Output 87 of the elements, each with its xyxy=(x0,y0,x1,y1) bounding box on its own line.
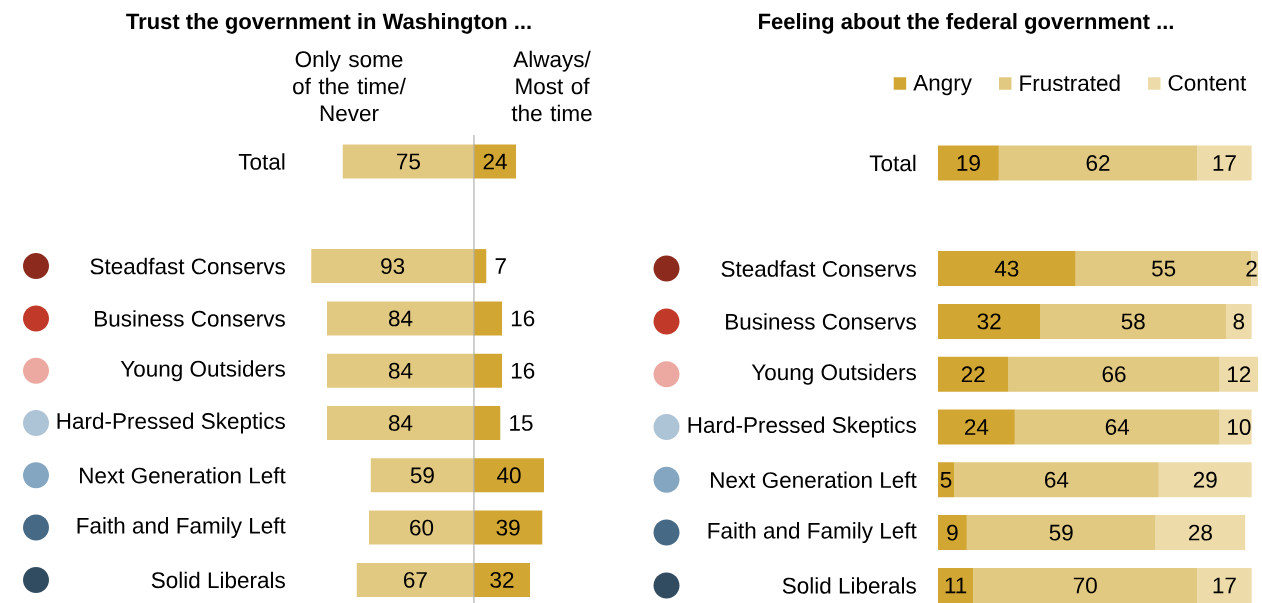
data-label: 67 xyxy=(404,571,427,588)
data-label: 17 xyxy=(1213,155,1236,171)
bar xyxy=(1226,303,1252,339)
bar xyxy=(938,251,1076,287)
bar xyxy=(1155,515,1246,551)
data-label: 75 xyxy=(397,153,420,170)
data-label: 24 xyxy=(965,419,989,435)
data-label: 9 xyxy=(947,524,958,541)
bar xyxy=(1008,356,1220,392)
bar xyxy=(954,462,1159,498)
y-tick-label: Faith and Family Left xyxy=(708,522,917,544)
data-label: 11 xyxy=(945,577,967,594)
data-label: 60 xyxy=(410,519,434,536)
bar xyxy=(938,567,974,603)
bar xyxy=(938,515,967,551)
legend-label: Frustrated xyxy=(1020,74,1120,92)
data-label: 22 xyxy=(961,366,985,383)
data-label: 59 xyxy=(410,467,434,484)
data-label: 84 xyxy=(388,415,413,431)
data-label: 32 xyxy=(490,571,514,588)
y-tick-label: Young Outsiders xyxy=(120,360,285,382)
data-label: 2 xyxy=(1246,260,1257,277)
bar xyxy=(1197,567,1252,603)
data-label: 24 xyxy=(483,153,507,170)
data-label: 43 xyxy=(994,260,1019,277)
bar xyxy=(938,409,1015,445)
y-tick-label: Next Generation Left xyxy=(711,471,917,489)
data-label: 8 xyxy=(1233,313,1245,330)
bar xyxy=(973,567,1198,603)
bar xyxy=(966,515,1156,551)
data-label: 39 xyxy=(496,519,520,536)
y-tick-label: Solid Liberals xyxy=(782,577,916,594)
data-label: 58 xyxy=(1121,313,1145,330)
y-tick-label: Faith and Family Left xyxy=(77,517,286,539)
data-label: 16 xyxy=(511,310,535,327)
data-label: 40 xyxy=(497,467,521,484)
data-label: 59 xyxy=(1049,524,1073,541)
bar xyxy=(1014,409,1220,445)
y-tick-label: Total xyxy=(238,153,285,170)
data-label: 93 xyxy=(381,258,405,275)
series-label: Always/ Most of the time xyxy=(511,50,592,122)
data-label: 28 xyxy=(1189,524,1212,541)
bar xyxy=(1219,356,1259,392)
bar xyxy=(938,145,999,181)
legend-label: Angry xyxy=(913,75,972,96)
data-label: 10 xyxy=(1228,419,1251,435)
chart-title: Feeling about the federal government ... xyxy=(759,13,1173,34)
bar xyxy=(1158,462,1252,498)
data-label: 84 xyxy=(388,310,413,327)
data-label: 64 xyxy=(1045,471,1069,488)
bar xyxy=(938,356,1009,392)
data-label: 55 xyxy=(1151,260,1176,277)
bar xyxy=(474,406,501,440)
data-label: 29 xyxy=(1193,471,1217,488)
bar xyxy=(474,353,503,388)
y-tick-label: Business Conservs xyxy=(726,313,916,330)
legend-label: Content xyxy=(1168,74,1247,91)
data-label: 64 xyxy=(1105,419,1130,435)
bar xyxy=(1040,303,1227,339)
y-tick-label: Steadfast Conservs xyxy=(721,260,916,277)
data-label: 70 xyxy=(1073,577,1097,594)
data-label: 84 xyxy=(388,362,413,379)
data-label: 7 xyxy=(495,258,506,274)
y-tick-label: Solid Liberals xyxy=(151,571,285,589)
data-label: 5 xyxy=(940,471,952,488)
bar xyxy=(998,145,1198,181)
chart-title: Trust the government in Washington ... xyxy=(126,13,531,34)
y-tick-label: Next Generation Left xyxy=(80,467,286,484)
y-tick-label: Hard-Pressed Skeptics xyxy=(688,416,916,438)
data-label: 66 xyxy=(1102,366,1126,383)
data-label: 15 xyxy=(510,415,533,431)
data-label: 16 xyxy=(511,362,535,379)
bar xyxy=(938,303,1041,339)
y-tick-label: Steadfast Conservs xyxy=(90,257,285,275)
series-label: Only some of the time/ Never xyxy=(293,50,406,122)
data-label: 12 xyxy=(1228,366,1251,383)
data-label: 32 xyxy=(977,313,1001,330)
data-label: 19 xyxy=(957,155,980,171)
bar xyxy=(474,301,503,336)
y-tick-label: Hard-Pressed Skeptics xyxy=(57,412,285,434)
y-tick-label: Business Conservs xyxy=(95,310,285,327)
data-label: 17 xyxy=(1213,577,1236,594)
data-label: 62 xyxy=(1086,155,1110,171)
y-tick-label: Young Outsiders xyxy=(751,363,916,385)
bar xyxy=(1197,145,1252,181)
bar xyxy=(474,249,487,284)
y-tick-label: Total xyxy=(869,154,916,172)
